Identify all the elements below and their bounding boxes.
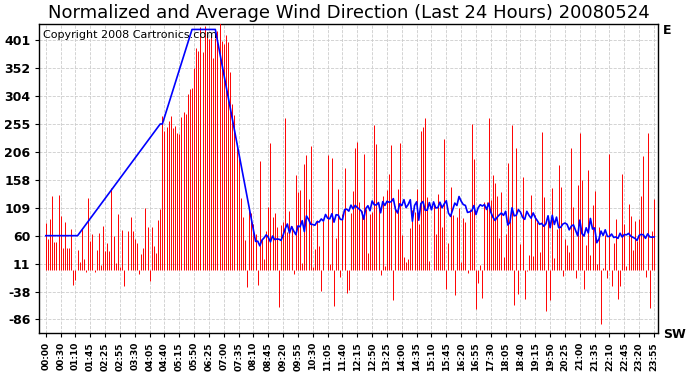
Text: Copyright 2008 Cartronics.com: Copyright 2008 Cartronics.com [43, 30, 217, 40]
Title: Normalized and Average Wind Direction (Last 24 Hours) 20080524: Normalized and Average Wind Direction (L… [48, 4, 650, 22]
